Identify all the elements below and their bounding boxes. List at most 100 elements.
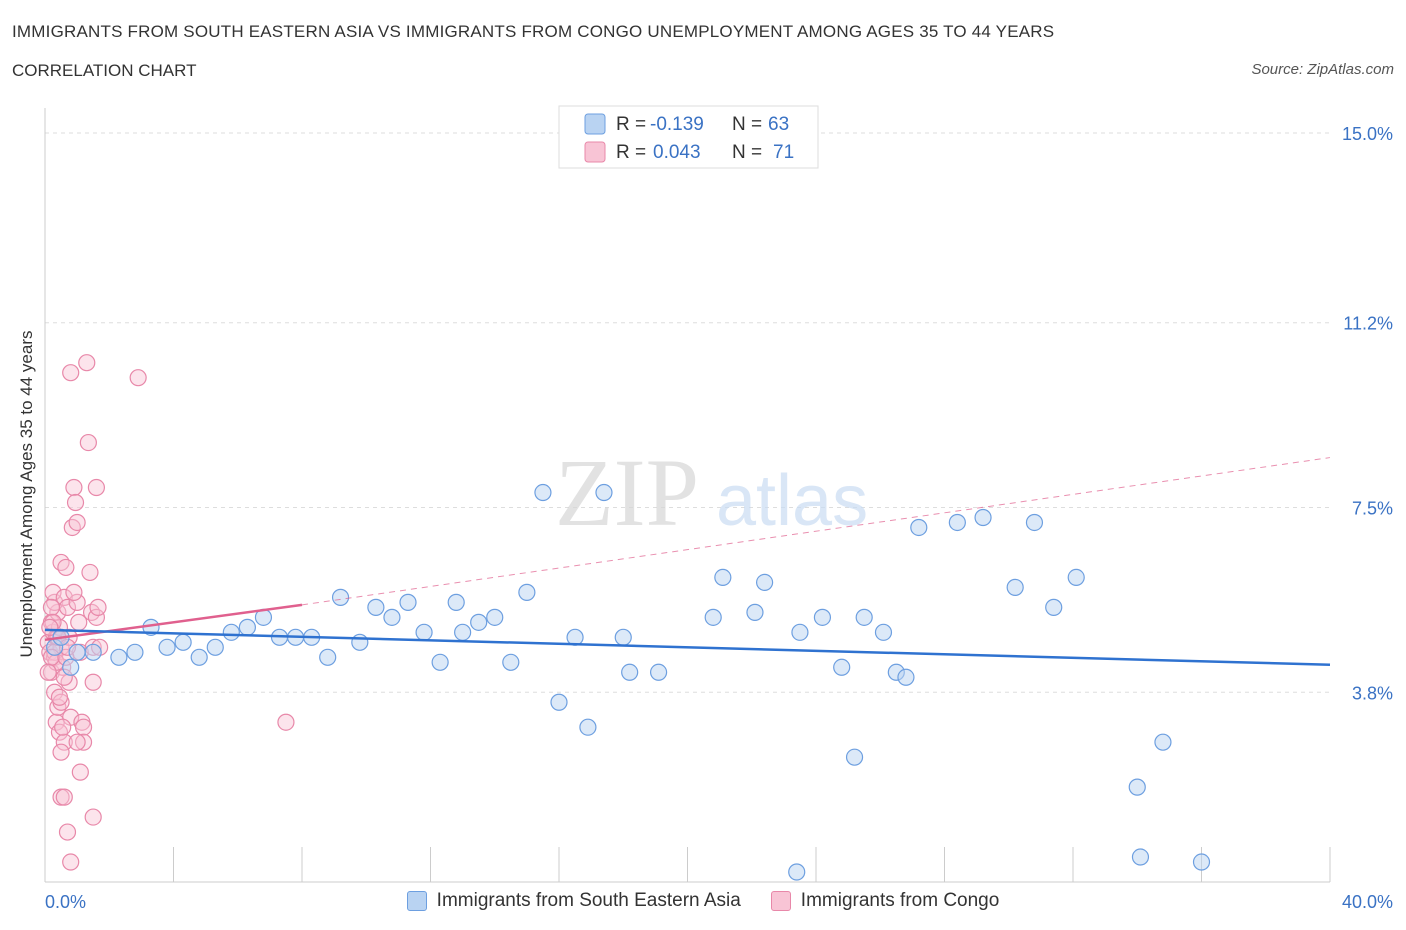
sea-point-62 [1192, 853, 1211, 871]
legend-n-value-1: 63 [768, 114, 789, 135]
sea-point-48 [855, 608, 873, 626]
congo-point-9 [44, 583, 62, 601]
sea-point-38 [621, 663, 639, 681]
sea-point-8 [158, 638, 176, 656]
series-south-eastern-asia-points [46, 483, 1211, 881]
congo-point-36 [71, 763, 89, 781]
sea-point-59 [1128, 778, 1146, 796]
y-tick-label-2: 11.2% [1343, 314, 1393, 334]
tick-labels: 3.8% 7.5% 11.2% 15.0% 0.0% 40.0% [45, 124, 1393, 912]
congo-point-21 [57, 558, 75, 577]
sea-point-46 [833, 658, 851, 676]
congo-trend-dashed [301, 457, 1331, 606]
sea-point-19 [331, 588, 350, 606]
legend-item-congo: Immigrants from Congo [770, 890, 1000, 912]
legend-r-label-1: R = [616, 114, 646, 135]
sea-point-47 [845, 748, 864, 766]
legend-r-label-2: R = [616, 142, 646, 163]
sea-point-23 [399, 593, 417, 611]
congo-point-68 [65, 583, 83, 601]
sea-point-28 [470, 613, 488, 631]
sea-point-54 [974, 508, 992, 527]
congo-point-63 [54, 718, 72, 736]
sea-point-21 [367, 598, 385, 616]
sea-point-13 [238, 618, 256, 636]
congo-point-38 [55, 788, 73, 806]
sea-point-37 [614, 628, 632, 646]
sea-point-51 [897, 668, 915, 686]
congo-point-17 [50, 723, 69, 741]
sea-point-43 [755, 573, 774, 592]
sea-point-52 [910, 518, 928, 537]
sea-point-11 [206, 638, 224, 656]
chart-subtitle: CORRELATION CHART [12, 61, 197, 80]
sea-point-20 [351, 633, 369, 651]
sea-point-40 [704, 608, 722, 626]
sea-point-31 [518, 583, 536, 601]
legend-n-value-2: 71 [773, 142, 794, 163]
sea-point-39 [649, 663, 668, 681]
x-tick-label-0: 0.0% [45, 892, 86, 912]
sea-point-49 [874, 623, 893, 641]
congo-point-54 [277, 713, 295, 731]
sea-point-12 [222, 623, 240, 641]
congo-point-20 [55, 588, 73, 606]
congo-point-44 [81, 563, 99, 582]
sea-point-57 [1045, 598, 1063, 616]
y-tick-label-1: 7.5% [1352, 499, 1393, 519]
congo-point-41 [78, 354, 96, 372]
congo-point-39 [58, 823, 77, 841]
sea-point-60 [1154, 733, 1172, 751]
y-axis-label: Unemployment Among Ages 35 to 44 years [17, 331, 36, 658]
sea-point-41 [714, 568, 732, 587]
congo-point-43 [62, 364, 80, 382]
sea-point-55 [1006, 578, 1024, 596]
chart-title: IMMIGRANTS FROM SOUTH EASTERN ASIA VS IM… [12, 22, 1055, 41]
sea-point-35 [579, 718, 597, 736]
congo-point-28 [66, 493, 85, 512]
sea-point-58 [1067, 568, 1085, 587]
congo-point-30 [68, 593, 86, 611]
legend-swatch-blue [584, 113, 606, 135]
sea-point-27 [454, 623, 472, 641]
legend-swatch-south-eastern-asia [406, 891, 427, 911]
sea-point-29 [486, 608, 504, 626]
sea-point-25 [431, 653, 449, 671]
sea-point-36 [595, 483, 613, 502]
legend-item-south-eastern-asia: Immigrants from South Eastern Asia [406, 890, 741, 912]
sea-point-56 [1025, 513, 1044, 532]
source-credit: Source: ZipAtlas.com [1251, 61, 1394, 78]
congo-point-42 [79, 433, 97, 452]
congo-trend-line [44, 603, 303, 642]
series-congo-points [39, 354, 295, 871]
congo-point-12 [52, 553, 70, 572]
sea-point-10 [190, 648, 208, 666]
legend-swatch-congo [770, 891, 791, 911]
sea-point-63 [788, 863, 806, 881]
congo-point-55 [42, 598, 61, 616]
legend-label-south-eastern-asia: Immigrants from South Eastern Asia [436, 890, 741, 911]
sea-point-24 [415, 623, 433, 641]
congo-point-48 [84, 808, 102, 826]
congo-point-53 [129, 369, 147, 387]
axes [44, 108, 1331, 883]
sea-point-53 [948, 513, 966, 532]
congo-point-61 [41, 618, 59, 636]
congo-point-70 [50, 688, 69, 706]
congo-point-67 [39, 663, 57, 681]
congo-point-49 [87, 478, 106, 497]
sea-point-6 [126, 643, 144, 661]
sea-point-33 [550, 693, 568, 711]
sea-point-3 [68, 643, 86, 661]
congo-point-40 [62, 853, 80, 871]
sea-point-61 [1131, 848, 1150, 866]
y-tick-label-0: 3.8% [1352, 683, 1393, 703]
legend-swatch-pink [584, 141, 606, 163]
bottom-legend: Immigrants from South Eastern Asia Immig… [0, 890, 1406, 912]
legend-box: R = -0.139 N = 63 R = 0.043 N = 71 [558, 105, 819, 169]
congo-point-51 [89, 598, 107, 616]
legend-r-value-2: 0.043 [653, 142, 701, 163]
sea-point-18 [319, 648, 337, 666]
legend-label-congo: Immigrants from Congo [800, 890, 1000, 911]
